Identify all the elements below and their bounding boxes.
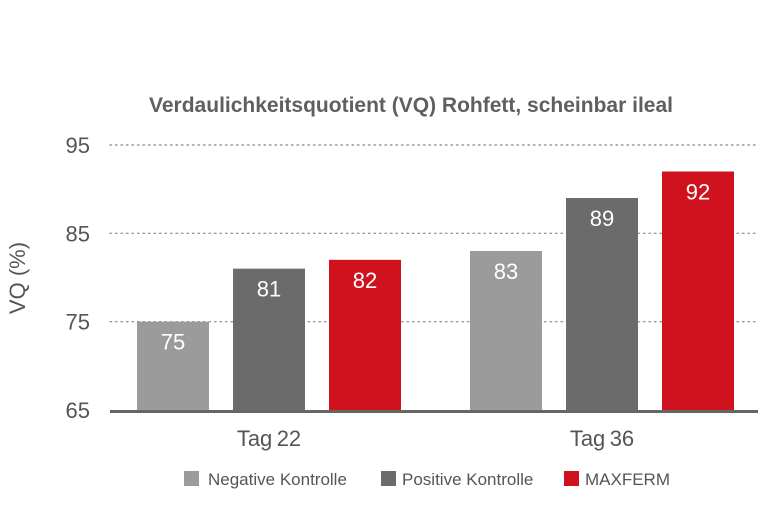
y-tick-label: 85: [66, 221, 90, 246]
bar-positive-kontrolle-1: [233, 268, 305, 410]
legend-swatch-positive-kontrolle: [381, 471, 396, 486]
bar-value-label: 89: [590, 206, 614, 231]
bar-value-label: 83: [494, 259, 518, 284]
legend-label: MAXFERM: [585, 470, 670, 489]
bar-value-label: 75: [161, 330, 185, 355]
bar-value-label: 92: [686, 180, 710, 205]
bar-negative-kontrolle-1: [137, 321, 209, 410]
y-tick-label: 95: [66, 133, 90, 158]
bar-maxferm-1: [329, 259, 401, 410]
bar-maxferm-2: [662, 171, 734, 410]
bar-positive-kontrolle-2: [566, 198, 638, 410]
bar-negative-kontrolle-2: [470, 251, 542, 410]
y-tick-label: 65: [66, 398, 90, 423]
bar-value-label: 82: [353, 268, 377, 293]
y-axis-label: VQ (%): [5, 242, 30, 314]
legend-label: Positive Kontrolle: [402, 470, 533, 489]
bar-value-label: 81: [257, 277, 281, 302]
legend-label: Negative Kontrolle: [208, 470, 347, 489]
legend-swatch-maxferm: [564, 471, 579, 486]
legend-swatch-negative-kontrolle: [184, 471, 199, 486]
bars: [137, 171, 734, 410]
gridlines: [109, 144, 759, 323]
axes: 65 75 85 95 Tag 22 Tag 36: [66, 133, 758, 451]
chart-title: Verdaulichkeitsquotient (VQ) Rohfett, sc…: [149, 94, 673, 117]
legend: Negative Kontrolle Positive Kontrolle MAXF…: [184, 470, 670, 489]
x-category-label: Tag 22: [237, 426, 301, 451]
bar-value-labels: 75 81 82 83 89 92: [161, 180, 710, 355]
y-tick-label: 75: [66, 310, 90, 335]
x-category-label: Tag 36: [570, 426, 634, 451]
